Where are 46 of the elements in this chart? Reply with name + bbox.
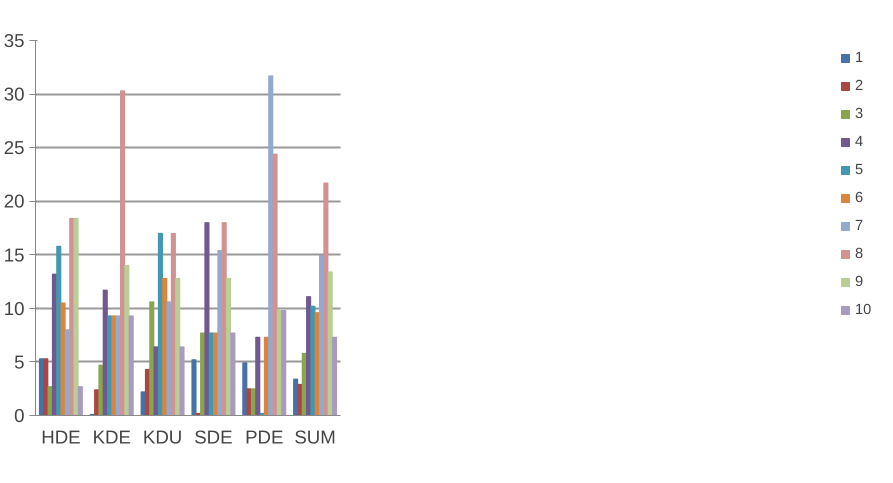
bar <box>272 154 278 416</box>
bar <box>162 278 168 416</box>
legend-label: 9 <box>855 274 864 290</box>
legend-label: 4 <box>855 134 864 150</box>
bar <box>255 336 260 416</box>
legend-label: 3 <box>855 106 864 122</box>
x-tick-label: KDE <box>92 426 131 448</box>
bar <box>120 90 126 416</box>
bar <box>179 346 185 416</box>
y-tick-label: 15 <box>4 244 25 266</box>
bar <box>149 301 154 416</box>
bar <box>175 278 180 416</box>
bar <box>78 386 83 416</box>
bar <box>230 332 236 416</box>
bar <box>222 222 227 416</box>
bar <box>191 359 197 416</box>
x-tick-label: SDE <box>194 426 233 448</box>
bar <box>332 336 338 416</box>
bar <box>56 246 62 416</box>
bar <box>102 290 108 416</box>
y-tick-label: 20 <box>4 190 25 212</box>
bar <box>128 315 134 416</box>
legend-label: 5 <box>855 162 864 178</box>
y-tick-label: 10 <box>4 298 25 319</box>
x-tick-label: SUM <box>294 426 336 448</box>
y-tick-label: 25 <box>4 137 25 158</box>
legend-label: 10 <box>855 302 872 318</box>
y-tick-label: 30 <box>4 84 25 105</box>
x-tick-label: KDU <box>142 426 182 448</box>
bar <box>73 218 79 416</box>
x-tick-label: HDE <box>41 426 81 448</box>
bar <box>226 278 232 416</box>
y-tick-label: 0 <box>14 405 25 426</box>
legend-label: 6 <box>855 190 864 206</box>
legend-label: 1 <box>855 50 864 66</box>
legend-label: 8 <box>855 246 864 262</box>
legend-label: 7 <box>855 218 864 234</box>
legend-label: 2 <box>855 78 864 94</box>
y-tick-label: 5 <box>14 351 25 372</box>
y-tick-label: 35 <box>4 30 25 51</box>
bar <box>281 310 286 416</box>
x-tick-label: PDE <box>245 426 284 448</box>
bar <box>328 271 333 416</box>
bar <box>60 302 66 416</box>
bar <box>43 358 48 416</box>
bar <box>268 75 274 416</box>
